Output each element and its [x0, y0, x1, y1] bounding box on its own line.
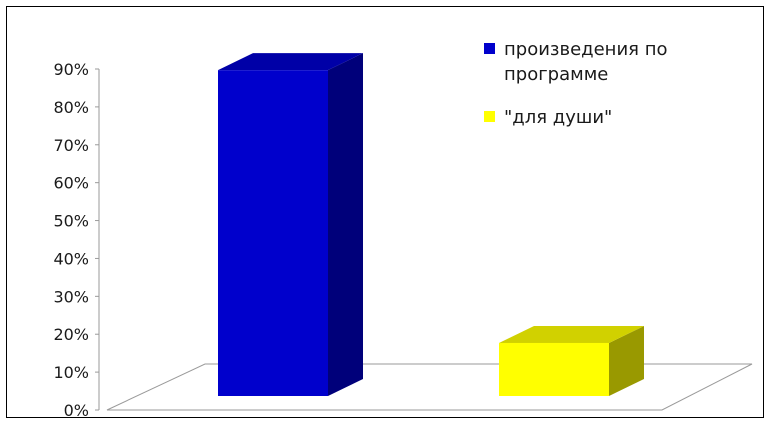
legend-label-program-line1: произведения по — [504, 39, 667, 60]
bar-front-face — [218, 70, 328, 397]
legend-swatch-program — [484, 43, 495, 54]
y-tick-label: 60% — [53, 174, 89, 193]
y-tick-label: 30% — [53, 287, 89, 306]
chart-floor — [106, 363, 753, 411]
bar-chart: 0% 10% 20% 30% 40% 50% 60% 70% 80% 90% произведен… — [53, 39, 753, 419]
y-tick-label: 0% — [64, 401, 89, 419]
legend-label-program-line2: программе — [504, 64, 608, 85]
chart-frame: 0% 10% 20% 30% 40% 50% 60% 70% 80% 90% произведен… — [6, 6, 764, 419]
y-tick-label: 90% — [53, 60, 89, 79]
bar-top-face — [499, 325, 644, 343]
y-tick-label: 10% — [53, 363, 89, 382]
bar-front-face — [499, 342, 609, 396]
bar-soul — [499, 325, 644, 396]
y-tick-label: 20% — [53, 325, 89, 344]
y-tick-label: 50% — [53, 212, 89, 231]
bar-top-face — [218, 53, 363, 71]
bar-side-face — [328, 53, 363, 397]
legend-swatch-soul — [484, 111, 495, 122]
y-tick-label: 70% — [53, 136, 89, 155]
y-tick-label: 80% — [53, 98, 89, 117]
bar-program — [218, 53, 363, 397]
legend-label-soul: "для души" — [504, 107, 612, 128]
bar-side-face — [609, 325, 644, 396]
y-tick-label: 40% — [53, 249, 89, 268]
